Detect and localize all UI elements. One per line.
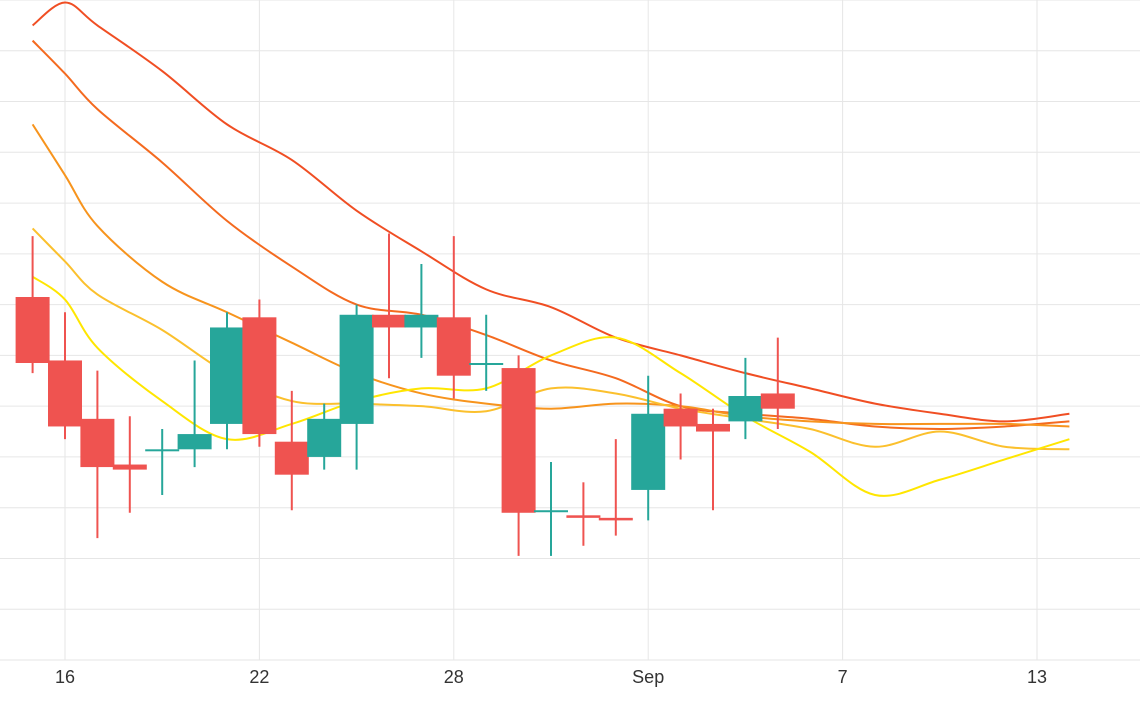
candle-down [436,236,471,399]
x-tick-label: Sep [632,667,664,687]
moving-average-line [31,123,1070,428]
candle-down [598,439,633,536]
candle-body [177,434,212,450]
candle-up [728,357,763,440]
x-tick-label: 22 [249,667,269,687]
candle-up [339,304,374,470]
candle-down [112,416,147,513]
candle-body [760,393,795,409]
candle-body [80,418,115,468]
candle-down [372,233,406,379]
candle-down [80,370,115,539]
horizontal-gridlines [0,0,1140,661]
candle-body [112,464,147,470]
candle-down [48,312,82,440]
candle-body [469,363,504,365]
candle-body [372,314,406,328]
candle-up [631,375,666,521]
candle-body [339,314,374,424]
candle-down [501,355,536,556]
candle-up [404,264,439,358]
x-tick-label: 7 [838,667,848,687]
candle-body [404,314,439,328]
candles [15,233,795,556]
candle-up [145,429,180,495]
candle-body [15,297,50,363]
candle-down [663,393,698,460]
candle-body [501,368,536,513]
moving-average-line [31,227,1070,451]
candle-body [48,360,82,427]
candle-body [534,510,568,513]
candle-down [566,482,601,546]
candle-body [631,413,666,490]
candle-body [598,517,633,521]
candle-body [145,449,180,452]
moving-average-line [31,1,1070,423]
candle-down [242,299,277,447]
candle-body [210,327,244,424]
candle-body [242,317,277,435]
candle-body [307,418,342,457]
candle-up [210,312,244,450]
candle-up [534,462,568,556]
x-axis-tick-labels: 16 22 28 Sep 7 13 [55,667,1047,687]
candle-body [728,396,763,422]
candle-body [436,317,471,376]
x-tick-label: 28 [444,667,464,687]
candle-down [760,337,795,429]
x-tick-label: 16 [55,667,75,687]
moving-average-line [31,39,1070,431]
moving-average-lines [31,1,1070,497]
candle-up [469,314,504,391]
candle-up [307,403,342,470]
candle-down [696,408,730,511]
candle-down [274,390,309,511]
candle-down [15,236,50,374]
candle-body [663,408,698,427]
candle-body [696,423,730,432]
candle-body [566,515,601,518]
candle-up [177,360,212,468]
x-tick-label: 13 [1027,667,1047,687]
candle-body [274,441,309,475]
